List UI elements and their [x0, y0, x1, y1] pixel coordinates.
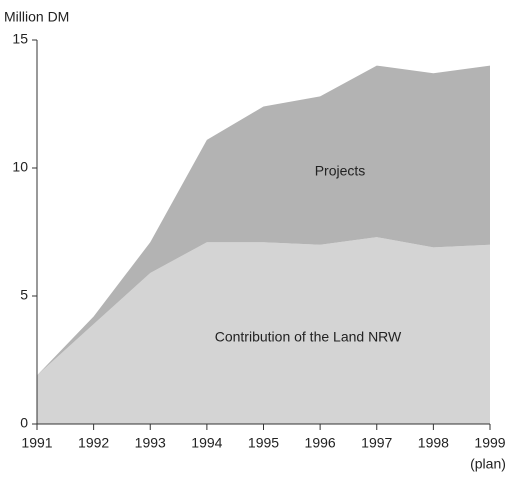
x-tick-label: 1993 [135, 435, 166, 451]
y-tick-label: 15 [12, 31, 28, 47]
y-tick-label: 0 [20, 415, 28, 431]
x-tick-label: 1998 [418, 435, 449, 451]
y-axis-label: Million DM [4, 9, 69, 25]
area [37, 65, 490, 376]
x-tick-label: 1995 [248, 435, 279, 451]
series-label: Contribution of the Land NRW [215, 329, 402, 345]
series-label: Projects [315, 163, 366, 179]
x-tick-label: 1999 [474, 435, 505, 451]
area [37, 237, 490, 424]
x-tick-label: 1991 [21, 435, 52, 451]
x-tick-label: 1992 [78, 435, 109, 451]
x-tick-label: 1994 [191, 435, 222, 451]
y-tick-label: 10 [12, 159, 28, 175]
x-tick-label: 1997 [361, 435, 392, 451]
x-tick-note: (plan) [470, 456, 506, 472]
y-tick-label: 5 [20, 287, 28, 303]
x-tick-label: 1996 [305, 435, 336, 451]
